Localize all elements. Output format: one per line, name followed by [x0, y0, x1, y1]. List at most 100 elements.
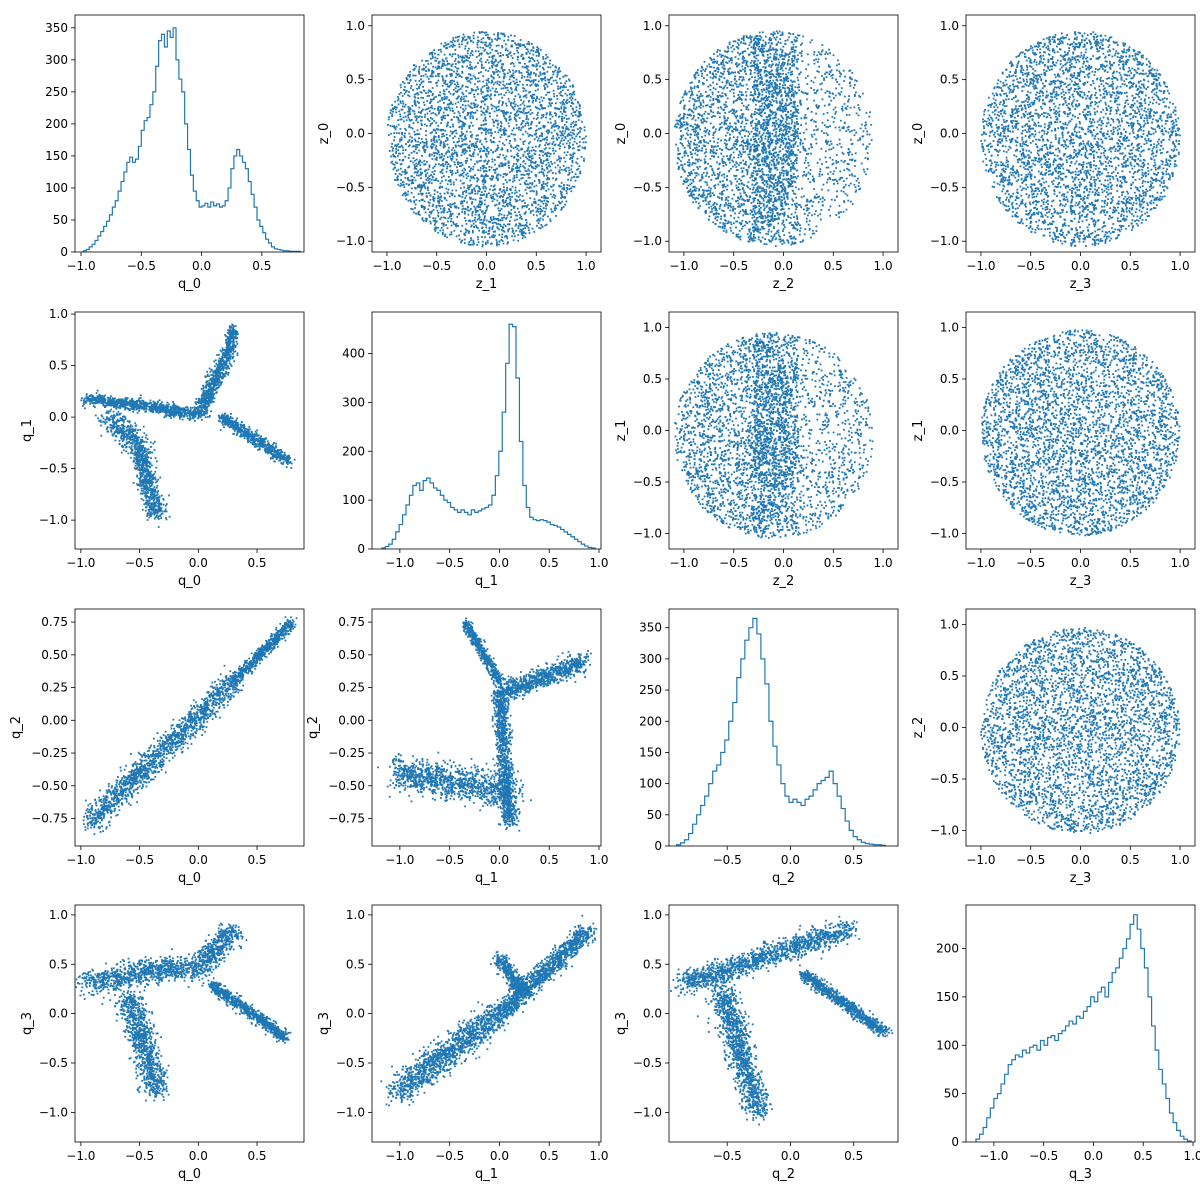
scatter-point	[468, 127, 471, 129]
scatter-point	[790, 146, 793, 148]
scatter-point	[477, 50, 480, 53]
scatter-point	[745, 108, 748, 110]
scatter-point	[687, 144, 689, 147]
scatter-point	[455, 145, 457, 148]
scatter-point	[721, 66, 724, 69]
scatter-point	[440, 163, 443, 166]
scatter-point	[519, 213, 521, 216]
scatter-point	[745, 194, 748, 196]
scatter-point	[502, 77, 505, 80]
scatter-point	[431, 142, 434, 145]
scatter-point	[482, 145, 485, 148]
scatter-point	[699, 101, 702, 104]
scatter-point	[685, 92, 688, 95]
scatter-point	[500, 67, 503, 70]
scatter-point	[493, 54, 496, 57]
scatter-point	[469, 243, 471, 246]
scatter-point	[416, 133, 419, 135]
scatter-point	[571, 93, 574, 96]
scatter-point	[580, 114, 582, 116]
histogram-step	[82, 27, 301, 252]
scatter-point	[537, 61, 540, 64]
scatter-point	[556, 134, 559, 137]
scatter-point	[725, 123, 728, 125]
scatter-point	[472, 198, 475, 201]
scatter-point	[431, 146, 434, 148]
scatter-point	[783, 63, 786, 66]
scatter-point	[783, 224, 785, 226]
scatter-point	[450, 64, 453, 67]
scatter-point	[437, 180, 440, 182]
scatter-point	[551, 195, 554, 198]
scatter-point	[502, 196, 504, 198]
scatter-point	[414, 165, 416, 168]
scatter-point	[759, 231, 761, 234]
scatter-point	[812, 81, 815, 84]
scatter-point	[476, 192, 479, 195]
scatter-point	[578, 107, 581, 110]
scatter-point	[773, 218, 775, 220]
scatter-point	[457, 54, 460, 57]
scatter-point	[769, 80, 771, 82]
y-tick-label: −1.0	[336, 234, 365, 248]
scatter-point	[574, 110, 577, 113]
scatter-point	[446, 236, 448, 239]
scatter-point	[442, 92, 445, 95]
scatter-point	[527, 79, 529, 82]
scatter-point	[456, 70, 459, 73]
scatter-point	[466, 65, 468, 68]
scatter-point	[843, 180, 845, 182]
scatter-point	[520, 99, 522, 102]
scatter-point	[535, 193, 538, 196]
scatter-point	[444, 179, 447, 182]
scatter-point	[517, 51, 519, 54]
scatter-point	[430, 112, 433, 115]
scatter-point	[853, 134, 856, 137]
scatter-point	[416, 174, 418, 177]
scatter-point	[530, 161, 532, 164]
scatter-point	[846, 162, 849, 165]
scatter-point	[531, 134, 533, 137]
scatter-point	[480, 191, 483, 194]
scatter-point	[521, 231, 524, 233]
scatter-point	[494, 90, 497, 93]
scatter-point	[743, 163, 746, 165]
scatter-point	[563, 106, 566, 109]
scatter-point	[498, 101, 500, 104]
scatter-point	[709, 71, 711, 73]
scatter-point	[767, 230, 770, 233]
scatter-point	[429, 98, 432, 101]
scatter-point	[402, 100, 404, 103]
scatter-point	[516, 144, 518, 147]
scatter-point	[503, 69, 506, 71]
scatter-point	[765, 87, 768, 89]
scatter-point	[516, 214, 519, 217]
scatter-point	[497, 34, 499, 36]
scatter-point	[434, 52, 436, 55]
scatter-point	[759, 105, 761, 108]
scatter-point	[563, 169, 566, 171]
scatter-point	[773, 166, 776, 169]
scatter-point	[528, 172, 530, 175]
scatter-point	[484, 215, 486, 217]
scatter-point	[575, 161, 578, 164]
scatter-point	[572, 153, 574, 156]
scatter-point	[481, 211, 483, 213]
scatter-point	[470, 225, 473, 228]
scatter-point	[486, 87, 488, 90]
scatter-point	[492, 218, 495, 221]
scatter-point	[459, 98, 462, 100]
scatter-point	[478, 187, 481, 189]
scatter-point	[437, 73, 439, 75]
scatter-point	[425, 218, 428, 220]
scatter-point	[430, 57, 432, 60]
scatter-point	[518, 126, 520, 129]
scatter-point	[495, 177, 498, 180]
scatter-point	[797, 222, 800, 225]
scatter-point	[407, 105, 410, 108]
scatter-point	[708, 105, 711, 108]
scatter-point	[499, 136, 502, 139]
scatter-point	[770, 181, 773, 184]
scatter-point	[523, 231, 525, 234]
scatter-point	[472, 143, 475, 145]
